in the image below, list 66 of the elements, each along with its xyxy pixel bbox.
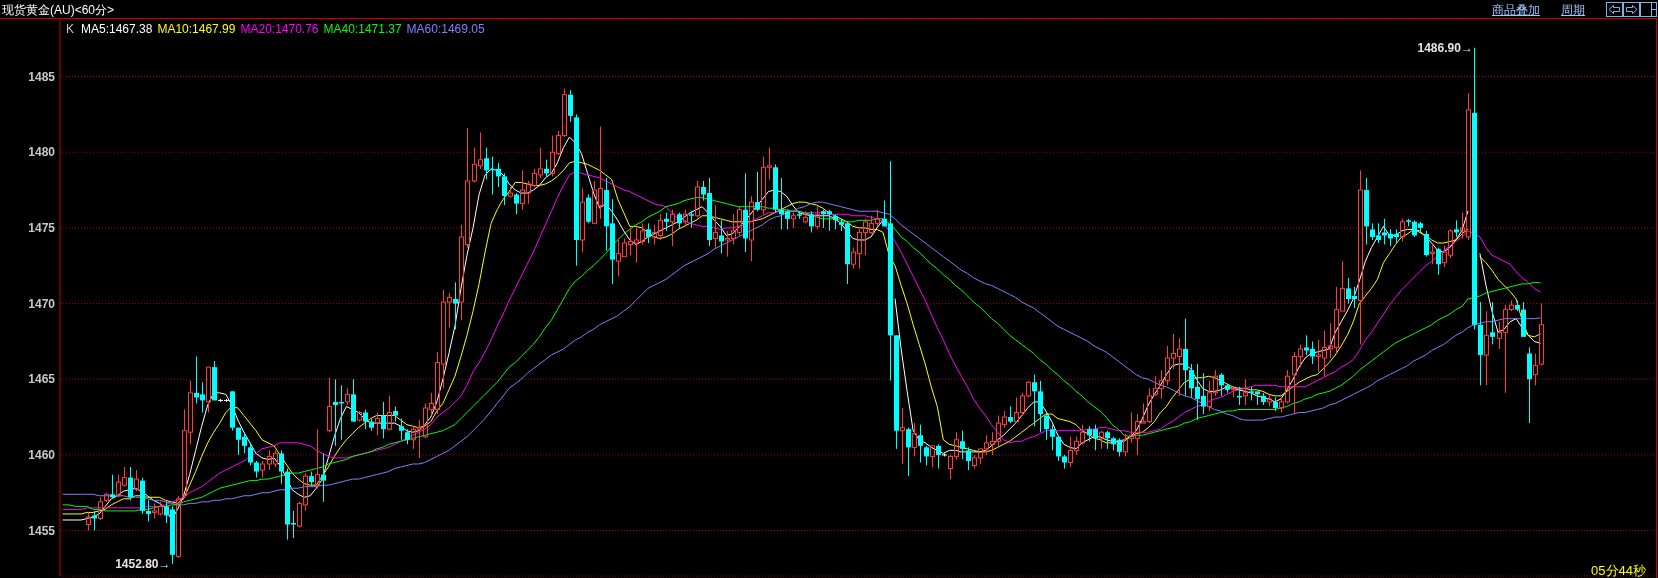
chart-title: 现货黄金(AU)<60分> <box>2 3 115 17</box>
candlestick <box>1038 380 1043 433</box>
candlestick <box>1183 318 1188 397</box>
text: 05分44秒 <box>1591 563 1646 578</box>
candlestick <box>502 172 507 206</box>
candlestick <box>1533 353 1538 386</box>
candlestick <box>568 89 573 123</box>
candlestick <box>1539 303 1544 367</box>
candlestick <box>321 452 326 503</box>
candlestick <box>809 210 814 233</box>
candlestick <box>514 192 519 215</box>
candlestick <box>248 442 253 467</box>
candlestick <box>1044 412 1049 441</box>
candlestick <box>92 510 97 532</box>
text: MA10:1467.99 <box>157 22 236 36</box>
candlestick <box>1436 247 1441 276</box>
candlestick <box>900 407 905 465</box>
y-tick-label: 1460 <box>28 448 56 463</box>
y-tick-label: 1455 <box>28 523 56 538</box>
y-tick-label: 1465 <box>28 372 56 387</box>
candlestick <box>936 443 941 470</box>
candlestick <box>713 204 718 249</box>
candlestick <box>1050 424 1055 451</box>
candlestick <box>719 219 724 255</box>
candlestick <box>1484 310 1489 386</box>
candlestick <box>755 171 760 212</box>
candlestick <box>387 395 392 432</box>
text: MA5:1467.38 <box>81 22 153 36</box>
candlestick <box>345 387 350 406</box>
text: MA40:1471.37 <box>323 22 402 36</box>
candlestick <box>1243 378 1248 406</box>
candlestick <box>315 428 320 489</box>
candlestick <box>363 409 368 430</box>
candlestick <box>1490 301 1495 345</box>
candlestick <box>1056 434 1061 462</box>
candlestick <box>1219 372 1224 397</box>
candlestick <box>918 424 923 463</box>
candlestick <box>1358 169 1363 345</box>
candlestick <box>664 212 669 232</box>
candlestick <box>912 422 917 457</box>
candlestick <box>646 222 651 244</box>
candlestick <box>1032 374 1037 427</box>
candlestick <box>453 281 458 330</box>
candlestick <box>279 449 284 485</box>
candlestick <box>960 430 965 460</box>
candlestick <box>924 445 929 467</box>
text: 周期 <box>1561 3 1585 17</box>
candlestick <box>1424 230 1429 258</box>
candlestick <box>966 446 971 471</box>
text: MA60:1469.05 <box>406 22 485 36</box>
candlestick <box>399 418 404 441</box>
candlestick <box>128 466 133 501</box>
legend-title: K <box>66 22 75 36</box>
candlestick <box>906 427 911 477</box>
text: 商品叠加 <box>1492 3 1540 17</box>
y-tick-label: 1485 <box>28 69 56 84</box>
y-tick-label: 1475 <box>28 221 56 236</box>
annotation: 1486.90→ <box>1417 40 1473 55</box>
candlestick <box>110 474 115 500</box>
candlestick <box>1105 430 1110 450</box>
y-tick-label: 1470 <box>28 296 56 311</box>
text: MA20:1470.76 <box>240 22 319 36</box>
y-tick-label: 1480 <box>28 145 56 160</box>
candlestick <box>381 401 386 439</box>
candlestick <box>146 499 151 523</box>
annotation: 1452.80→ <box>115 556 171 571</box>
